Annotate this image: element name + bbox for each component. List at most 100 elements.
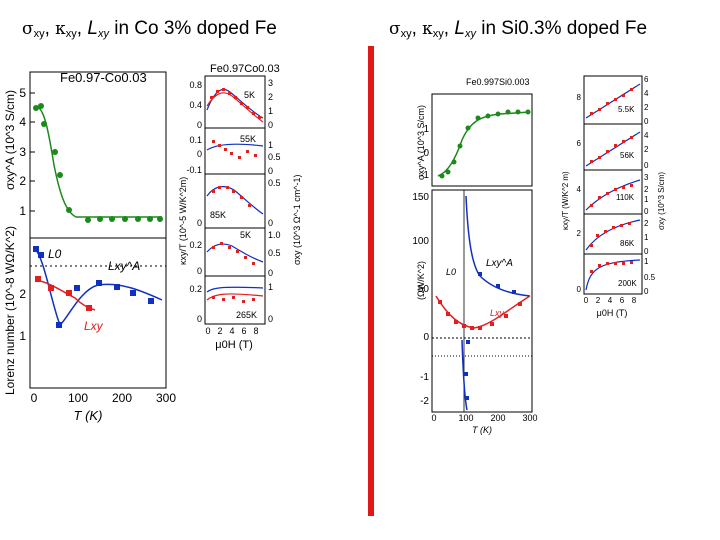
lxy-label: Lxy xyxy=(84,319,104,333)
comma: , xyxy=(76,18,88,39)
tick-label: 0 xyxy=(197,266,202,276)
sigma-axis-label: σxy^A (10^3 S/cm) xyxy=(3,90,17,190)
tick-label: 0 xyxy=(644,117,649,126)
left-ticks: 0.8 0.4 0 0.1 0 -0.1 0 0.2 0 0.2 0 xyxy=(186,80,202,324)
tick-label: 0 xyxy=(197,218,202,228)
tick-label: 50 xyxy=(418,284,430,295)
right-small-panels: 5.5K 56K 110K 86K 200K 6 4 2 0 4 2 0 3 2… xyxy=(561,75,666,318)
tick-label: 200 xyxy=(490,413,505,423)
tick-label: 1 xyxy=(644,195,649,204)
red-points xyxy=(35,276,92,311)
small-x-ticks: 0 2 4 6 8 xyxy=(205,326,258,336)
sigma-ticks: 1 0 -1 xyxy=(420,124,429,181)
temp-label: 85K xyxy=(210,210,226,220)
tick-label: 0.5 xyxy=(268,248,281,258)
tick-label: 0 xyxy=(644,207,649,216)
small-curves xyxy=(206,88,264,301)
kappa-symbol: κ xyxy=(422,19,433,39)
small-points xyxy=(210,88,261,303)
tick-label: 2 xyxy=(644,103,649,112)
temp-label: 265K xyxy=(236,310,257,320)
tick-label: 2 xyxy=(644,219,649,228)
tick-label: 4 xyxy=(644,89,649,98)
small-panel-1 xyxy=(583,75,643,125)
kappa-subscript: xy xyxy=(432,28,444,40)
tick-label: 3 xyxy=(19,145,26,159)
tick-label: 0.5 xyxy=(268,178,281,188)
small-panel-2 xyxy=(583,123,643,171)
blue-curve xyxy=(465,195,531,297)
lorenz-frame xyxy=(29,237,167,389)
tick-label: 0.2 xyxy=(189,240,202,250)
tick-label: 0.5 xyxy=(644,273,656,282)
comma: , xyxy=(44,18,56,39)
green-curve xyxy=(35,105,162,218)
comma: , xyxy=(411,18,423,39)
sigma-subscript: xy xyxy=(33,28,45,40)
small-x-label: μ0H (T) xyxy=(215,339,253,351)
tick-label: 2 xyxy=(644,145,649,154)
lorenz-ticks: 150 100 50 0 -1 -2 xyxy=(412,192,429,407)
tick-label: 0 xyxy=(423,148,429,159)
tick-label: 0 xyxy=(423,332,429,343)
left-main-panel: Fe0.97-Co0.03 1 2 3 4 5 σxy^A (10^3 S/cm… xyxy=(3,70,176,423)
tick-label: 0 xyxy=(584,296,589,305)
tick-label: 0 xyxy=(197,314,202,324)
lxy-label: Lxy xyxy=(490,308,505,318)
tick-label: 2 xyxy=(268,92,273,102)
tick-label: 0.2 xyxy=(189,284,202,294)
small-panel-5 xyxy=(583,253,643,295)
x-ticks: 0 100 200 300 xyxy=(431,413,537,423)
small-x-ticks: 0 2 4 6 8 xyxy=(584,296,637,305)
left-ticks: 8 6 4 2 0 xyxy=(577,93,582,294)
tick-label: -2 xyxy=(420,396,429,407)
green-points xyxy=(33,103,163,223)
heading-rest: in Co 3% doped Fe xyxy=(108,18,277,39)
blue-points xyxy=(464,272,516,400)
tick-label: 0.1 xyxy=(189,135,202,145)
red-curve xyxy=(435,295,531,329)
tick-label: 1 xyxy=(423,124,429,135)
x-axis-label: T (K) xyxy=(74,408,103,423)
tick-label: 2 xyxy=(19,287,26,301)
l0-label: L0 xyxy=(48,247,62,261)
comma: , xyxy=(443,18,455,39)
tick-label: 6 xyxy=(577,139,582,148)
sigma-frame xyxy=(29,71,167,239)
kappa-subscript: xy xyxy=(65,28,77,40)
small-panel-5 xyxy=(204,275,266,325)
tick-label: 100 xyxy=(412,236,429,247)
heading-right: σxy, κxy, Lxy in Si0.3% doped Fe xyxy=(389,18,647,48)
tick-label: 6 xyxy=(241,326,246,336)
lorenz-axis-label: (ΩW/K^2) xyxy=(416,261,426,300)
tick-label: 8 xyxy=(632,296,637,305)
lxya-label: Lxy^A xyxy=(108,259,140,273)
x-ticks: 0 100 200 300 xyxy=(31,391,177,405)
tick-label: 0 xyxy=(644,161,649,170)
small-panel-4 xyxy=(204,227,266,277)
tick-label: 8 xyxy=(577,93,582,102)
small-right-label: σxy (10^3 Ω^-1 cm^-1) xyxy=(292,175,302,265)
tick-label: 300 xyxy=(522,413,537,423)
tick-label: 4 xyxy=(577,185,582,194)
tick-label: 4 xyxy=(19,115,26,129)
tick-label: 0 xyxy=(268,120,273,130)
lorenz-symbol: L xyxy=(87,18,98,39)
tick-label: 0 xyxy=(197,120,202,130)
small-panel-4 xyxy=(583,213,643,255)
left-title: Fe0.97-Co0.03 xyxy=(60,70,147,85)
tick-label: 2 xyxy=(577,229,582,238)
tick-label: 0 xyxy=(644,287,649,296)
lorenz-subscript: xy xyxy=(97,28,109,40)
small-panel-1 xyxy=(204,75,266,129)
right-ticks: 3 2 1 0 1 0.5 0 0.5 0 1.0 0.5 0 1 0 xyxy=(268,78,281,324)
heading-left: σxy, κxy, Lxy in Co 3% doped Fe xyxy=(22,18,277,48)
tick-label: -0.1 xyxy=(186,165,202,175)
small-title: Fe0.97Co0.03 xyxy=(210,63,280,75)
lorenz-subscript: xy xyxy=(464,28,476,40)
green-curve xyxy=(437,111,531,177)
tick-label: 8 xyxy=(253,326,258,336)
tick-label: 0 xyxy=(268,314,273,324)
temp-labels: 5K 55K 85K 5K 265K xyxy=(210,90,257,320)
